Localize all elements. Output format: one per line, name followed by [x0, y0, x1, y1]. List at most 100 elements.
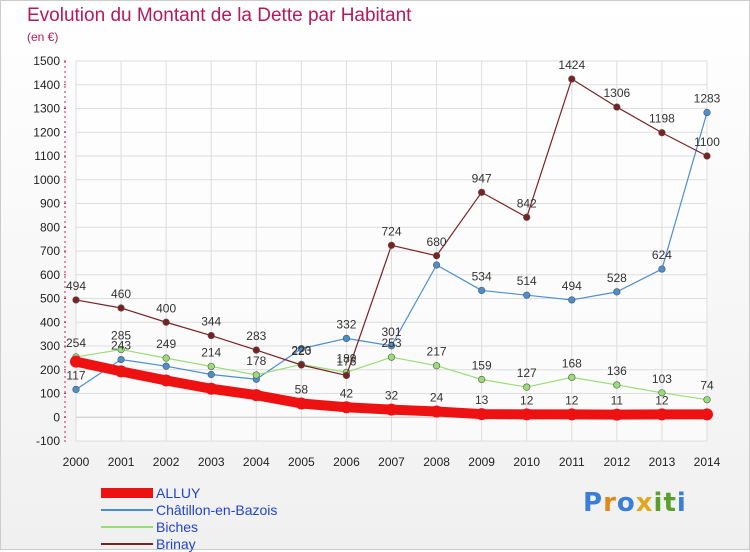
- data-point: [568, 373, 576, 381]
- data-point: [610, 408, 623, 421]
- logo-letter: o: [616, 488, 636, 518]
- legend-swatch: [101, 508, 153, 511]
- data-point: [478, 286, 486, 295]
- data-label: 74: [700, 379, 714, 393]
- data-label: 58: [295, 382, 309, 396]
- data-point: [72, 296, 80, 304]
- data-point: [701, 408, 713, 421]
- data-label: 332: [336, 317, 356, 331]
- x-tick-label: 2000: [63, 455, 90, 469]
- data-label: 1100: [694, 135, 720, 149]
- logo-letter: P: [583, 488, 604, 518]
- x-tick-label: 2010: [513, 455, 540, 469]
- data-point: [72, 385, 80, 394]
- data-label: 136: [607, 364, 627, 378]
- data-point: [207, 331, 215, 340]
- data-point: [162, 318, 170, 326]
- data-label: 400: [156, 301, 176, 315]
- x-tick-label: 2004: [243, 455, 270, 469]
- data-point: [432, 261, 441, 269]
- data-label: 214: [201, 345, 221, 359]
- data-point: [568, 296, 576, 304]
- data-point: [475, 408, 488, 421]
- data-point: [658, 129, 666, 137]
- y-tick-label: 1300: [33, 102, 60, 116]
- legend-label: Biches: [156, 518, 199, 535]
- y-tick-label: 500: [40, 292, 60, 306]
- legend-label: Brinay: [156, 535, 196, 552]
- x-tick-label: 2007: [378, 455, 405, 469]
- x-tick-label: 2003: [198, 455, 225, 469]
- data-label: 12: [520, 393, 534, 407]
- data-label: 178: [246, 354, 266, 368]
- data-point: [117, 304, 125, 312]
- data-point: [117, 355, 125, 364]
- data-label: 220: [291, 344, 311, 358]
- y-tick-label: 400: [40, 315, 60, 329]
- data-point: [162, 354, 170, 362]
- data-point: [658, 265, 666, 273]
- logo-letter: t: [663, 488, 677, 518]
- data-label: 947: [472, 171, 492, 185]
- data-label: 223: [291, 343, 311, 357]
- data-point: [523, 383, 531, 391]
- y-tick-label: 600: [40, 268, 60, 282]
- chart-title: Evolution du Montant de la Dette par Hab…: [27, 5, 412, 26]
- x-tick-label: 2009: [468, 455, 495, 469]
- data-label: 842: [517, 196, 537, 210]
- data-label: 253: [381, 336, 401, 350]
- data-point: [655, 408, 668, 421]
- data-point: [523, 291, 531, 299]
- legend-item: Brinay: [101, 535, 277, 552]
- data-point: [70, 355, 82, 368]
- legend-item: ALLUY: [101, 484, 277, 501]
- data-point: [342, 334, 351, 343]
- data-label: 11: [611, 394, 624, 408]
- legend-label: ALLUY: [156, 484, 201, 501]
- data-point: [207, 362, 215, 371]
- y-tick-label: 100: [40, 387, 60, 401]
- chart-unit-label: (en €): [27, 30, 59, 44]
- data-point: [432, 362, 441, 370]
- data-label: 12: [655, 393, 669, 407]
- data-label: 159: [472, 358, 492, 372]
- data-point: [160, 374, 173, 387]
- data-point: [342, 371, 351, 380]
- data-label: 13: [475, 393, 489, 407]
- legend-item: Châtillon-en-Bazois: [101, 501, 277, 518]
- y-tick-label: 1500: [33, 54, 60, 68]
- data-point: [250, 389, 263, 402]
- data-label: 24: [430, 391, 444, 405]
- data-point: [115, 365, 128, 378]
- y-tick-label: 1400: [33, 78, 60, 92]
- data-point: [520, 408, 533, 421]
- proxiti-logo: Proxiti: [583, 488, 687, 518]
- data-label: 514: [517, 274, 537, 288]
- data-label: 243: [111, 339, 131, 353]
- data-label: 460: [111, 287, 131, 301]
- y-tick-label: 800: [40, 220, 60, 234]
- data-point: [430, 405, 443, 418]
- x-tick-label: 2001: [108, 455, 135, 469]
- data-point: [523, 213, 531, 221]
- data-label: 42: [340, 386, 354, 400]
- data-label: 283: [246, 329, 266, 343]
- data-label: 217: [427, 345, 447, 359]
- data-label: 724: [381, 224, 401, 238]
- y-tick-label: 1200: [33, 125, 60, 139]
- data-label: 117: [66, 368, 85, 382]
- y-tick-label: 200: [40, 363, 60, 377]
- data-label: 12: [565, 393, 579, 407]
- data-label: 1283: [694, 92, 721, 106]
- data-label: 301: [381, 325, 401, 339]
- data-point: [387, 353, 396, 361]
- data-label: 127: [517, 366, 537, 380]
- data-label: 254: [66, 336, 86, 350]
- x-tick-label: 2002: [153, 455, 180, 469]
- logo-letter: i: [676, 488, 687, 518]
- data-point: [252, 371, 260, 379]
- data-label: 494: [66, 279, 86, 293]
- data-point: [207, 370, 215, 379]
